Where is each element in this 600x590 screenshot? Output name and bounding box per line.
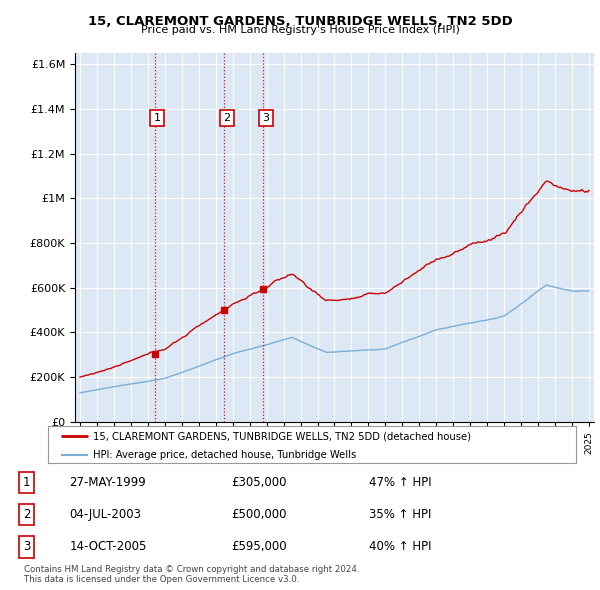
Text: 2: 2 [223,113,230,123]
Text: 40% ↑ HPI: 40% ↑ HPI [369,540,431,553]
Text: 15, CLAREMONT GARDENS, TUNBRIDGE WELLS, TN2 5DD: 15, CLAREMONT GARDENS, TUNBRIDGE WELLS, … [88,15,512,28]
Text: 3: 3 [23,540,30,553]
Text: 04-JUL-2003: 04-JUL-2003 [70,508,142,522]
Text: 3: 3 [262,113,269,123]
Text: Price paid vs. HM Land Registry's House Price Index (HPI): Price paid vs. HM Land Registry's House … [140,25,460,35]
Text: 14-OCT-2005: 14-OCT-2005 [70,540,147,553]
Text: £500,000: £500,000 [231,508,286,522]
Text: 15, CLAREMONT GARDENS, TUNBRIDGE WELLS, TN2 5DD (detached house): 15, CLAREMONT GARDENS, TUNBRIDGE WELLS, … [93,431,471,441]
Text: Contains HM Land Registry data © Crown copyright and database right 2024.: Contains HM Land Registry data © Crown c… [24,565,359,574]
Text: 35% ↑ HPI: 35% ↑ HPI [369,508,431,522]
Text: 27-MAY-1999: 27-MAY-1999 [70,476,146,489]
Text: 1: 1 [154,113,161,123]
Text: 1: 1 [23,476,30,489]
Text: HPI: Average price, detached house, Tunbridge Wells: HPI: Average price, detached house, Tunb… [93,450,356,460]
Text: 2: 2 [23,508,30,522]
Text: 47% ↑ HPI: 47% ↑ HPI [369,476,432,489]
Text: £595,000: £595,000 [231,540,287,553]
Text: This data is licensed under the Open Government Licence v3.0.: This data is licensed under the Open Gov… [24,575,299,584]
Text: £305,000: £305,000 [231,476,286,489]
